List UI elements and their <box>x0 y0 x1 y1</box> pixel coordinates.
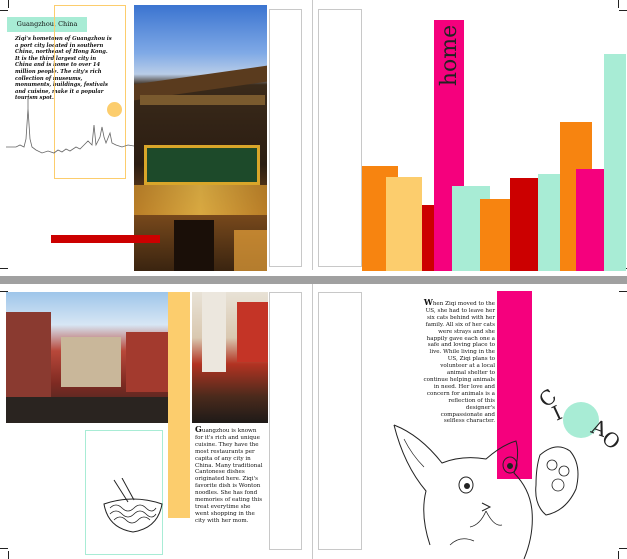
cuisine-paragraph: Guangzhou is known for it's rich and uni… <box>195 424 265 525</box>
crop-mark <box>619 10 627 11</box>
empty-frame <box>269 9 302 267</box>
home-word: home <box>437 24 463 86</box>
temple-photo <box>134 5 267 271</box>
street-photo <box>6 292 168 423</box>
mint-circle <box>563 402 599 438</box>
crop-mark <box>618 551 619 559</box>
location-tag: Guangzhou, China <box>7 17 87 32</box>
story-paragraph: When Ziqi moved to the US, she had to le… <box>422 297 496 425</box>
magenta-column <box>497 291 532 479</box>
yellow-column <box>168 292 190 518</box>
spine-line <box>312 0 313 270</box>
crop-mark <box>619 548 627 549</box>
crop-mark <box>8 551 9 559</box>
red-accent-bar <box>51 235 160 243</box>
crop-mark <box>0 268 8 269</box>
home-label: home <box>434 20 466 90</box>
intro-paragraph: Ziqi's hometown of Guangzhou is a port c… <box>15 36 112 102</box>
empty-frame <box>318 292 362 550</box>
cuisine-dropcap: G <box>195 424 202 434</box>
cuisine-text: uangzhou is known for it's rich and uniq… <box>195 428 263 524</box>
crop-mark <box>618 0 619 8</box>
color-bar <box>480 199 510 271</box>
spread-divider <box>0 276 627 284</box>
empty-frame <box>269 292 302 550</box>
color-bar <box>576 169 604 271</box>
crop-mark <box>619 291 627 292</box>
color-bar <box>604 54 626 271</box>
color-bar <box>538 174 562 271</box>
crop-mark <box>0 10 8 11</box>
cat-illustration <box>393 424 579 559</box>
empty-frame <box>318 9 362 267</box>
crop-mark <box>0 548 8 549</box>
story-dropcap: W <box>423 297 433 307</box>
color-bar <box>510 178 540 271</box>
spine-line <box>312 284 313 559</box>
color-bar <box>386 177 422 271</box>
noodle-bowl-illustration <box>103 478 163 533</box>
sun-circle <box>107 102 122 117</box>
crop-mark <box>0 291 8 292</box>
story-text: hen Ziqi moved to the US, she had to lea… <box>423 301 496 425</box>
mint-frame <box>85 430 163 555</box>
market-photo <box>192 292 268 423</box>
skyline-illustration <box>6 97 134 154</box>
yellow-frame <box>54 5 126 179</box>
color-bar-composition <box>362 20 626 271</box>
crop-mark <box>8 0 9 8</box>
